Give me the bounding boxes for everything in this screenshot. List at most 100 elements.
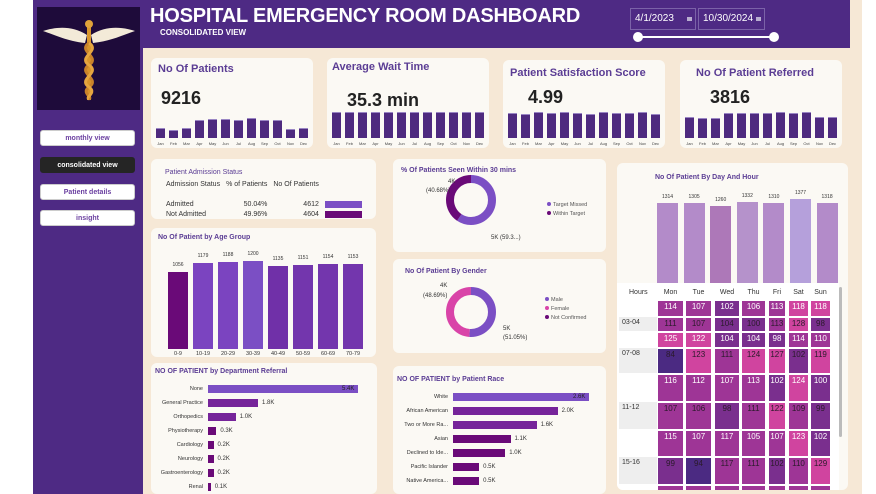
heatmap-cell[interactable]: 104: [714, 317, 740, 332]
heatmap-cell[interactable]: 107: [768, 430, 786, 457]
nav-button-monthly-view[interactable]: monthly view: [40, 130, 135, 146]
sparkline-bar[interactable]: [462, 112, 471, 138]
date-slider-end-handle[interactable]: [769, 32, 779, 42]
day-header[interactable]: Sun: [814, 289, 827, 296]
heatmap-cell[interactable]: 102: [768, 457, 786, 485]
sparkline-bar[interactable]: [436, 112, 445, 138]
bar[interactable]: [453, 435, 511, 443]
start-date-input[interactable]: 4/1/2023: [630, 8, 696, 30]
heatmap-cell[interactable]: 107: [685, 300, 712, 317]
day-header[interactable]: Wed: [719, 289, 735, 296]
sparkline-bar[interactable]: [547, 113, 556, 138]
donut-slice[interactable]: [446, 175, 496, 225]
heatmap-cell[interactable]: 102: [810, 430, 831, 457]
date-slider-track[interactable]: [637, 36, 775, 38]
heatmap-cell[interactable]: 102: [714, 300, 740, 317]
heatmap-cell[interactable]: 127: [768, 348, 786, 374]
bar[interactable]: [208, 413, 236, 421]
bar[interactable]: [208, 427, 217, 435]
heatmap-cell[interactable]: 115: [657, 430, 684, 457]
sparkline-bar[interactable]: [534, 112, 543, 138]
day-header[interactable]: Mon: [663, 289, 678, 296]
heatmap-cell[interactable]: 105: [741, 430, 766, 457]
sparkline-bar[interactable]: [273, 119, 282, 138]
calendar-icon[interactable]: [687, 17, 692, 21]
donut-slice[interactable]: [446, 287, 496, 337]
heatmap-cell[interactable]: 122: [685, 332, 712, 348]
sparkline-bar[interactable]: [737, 112, 746, 138]
heatmap-cell[interactable]: 117: [714, 457, 740, 485]
bar[interactable]: [453, 407, 558, 415]
bar[interactable]: [790, 199, 811, 283]
sparkline-bar[interactable]: [332, 112, 341, 138]
sparkline-bar[interactable]: [698, 118, 707, 138]
sparkline-bar[interactable]: [802, 112, 811, 138]
bar[interactable]: [710, 206, 732, 283]
sparkline-bar[interactable]: [586, 113, 595, 138]
bar[interactable]: [268, 265, 288, 349]
sparkline-bar[interactable]: [651, 113, 660, 138]
heatmap-cell[interactable]: 111: [741, 402, 766, 430]
sparkline-bar[interactable]: [776, 112, 785, 138]
bar[interactable]: [343, 264, 363, 349]
sparkline-bar[interactable]: [763, 112, 772, 138]
heatmap-cell[interactable]: 122: [768, 402, 786, 430]
heatmap-cell[interactable]: 102: [768, 374, 786, 402]
heatmap-cell[interactable]: 107: [714, 374, 740, 402]
bar[interactable]: [453, 421, 537, 429]
sparkline-bar[interactable]: [612, 113, 621, 138]
sparkline-bar[interactable]: [638, 112, 647, 138]
bar[interactable]: [453, 477, 480, 485]
sparkline-bar[interactable]: [182, 128, 191, 138]
sparkline-bar[interactable]: [521, 114, 530, 138]
sparkline-bar[interactable]: [384, 112, 393, 138]
heatmap-cell[interactable]: 99: [657, 457, 684, 485]
heatmap-cell[interactable]: 116: [657, 374, 684, 402]
sparkline-bar[interactable]: [625, 113, 634, 138]
hours-header[interactable]: Hours: [629, 289, 648, 296]
heatmap-cell[interactable]: 104: [714, 332, 740, 348]
heatmap-cell[interactable]: 100: [810, 374, 831, 402]
day-header[interactable]: Tue: [692, 289, 705, 296]
nav-button-patient-details[interactable]: Patient details: [40, 184, 135, 200]
sparkline-bar[interactable]: [221, 118, 230, 138]
bar[interactable]: [243, 261, 263, 349]
sparkline-bar[interactable]: [208, 118, 217, 138]
heatmap-cell[interactable]: 113: [768, 317, 786, 332]
heatmap-cell[interactable]: 110: [788, 457, 809, 485]
bar[interactable]: [453, 463, 480, 471]
column-header[interactable]: Admission Status: [166, 180, 221, 188]
heatmap-cell[interactable]: 113: [768, 300, 786, 317]
sparkline-bar[interactable]: [815, 117, 824, 138]
legend-item[interactable]: Not Confirmed: [545, 315, 586, 321]
column-header[interactable]: No Of Patients: [273, 180, 319, 188]
bar[interactable]: [763, 203, 785, 283]
bar[interactable]: [293, 264, 313, 349]
sparkline-bar[interactable]: [573, 113, 582, 138]
legend-item[interactable]: Female: [545, 306, 586, 312]
heatmap-cell[interactable]: 129: [810, 457, 831, 485]
heatmap-cell[interactable]: [788, 485, 809, 490]
sparkline-bar[interactable]: [358, 112, 367, 138]
sparkline-bar[interactable]: [828, 117, 837, 138]
heatmap-cell[interactable]: 114: [788, 332, 809, 348]
column-header[interactable]: % of Patients: [226, 180, 268, 188]
sparkline-bar[interactable]: [156, 128, 165, 138]
sparkline-bar[interactable]: [247, 118, 256, 138]
heatmap-cell[interactable]: 125: [657, 332, 684, 348]
heatmap-cell[interactable]: 107: [685, 430, 712, 457]
sparkline-bar[interactable]: [449, 112, 458, 138]
heatmap-cell[interactable]: 94: [685, 457, 712, 485]
day-header[interactable]: Sat: [793, 289, 804, 296]
heatmap-cell[interactable]: 123: [685, 348, 712, 374]
bar[interactable]: [657, 202, 678, 283]
bar[interactable]: [208, 483, 211, 491]
heatmap-cell[interactable]: [685, 485, 712, 490]
legend-item[interactable]: Within Target: [547, 211, 587, 217]
bar[interactable]: [453, 449, 506, 457]
sparkline-bar[interactable]: [508, 113, 517, 138]
sparkline-bar[interactable]: [724, 112, 733, 138]
sparkline-bar[interactable]: [423, 112, 432, 138]
bar[interactable]: [208, 441, 214, 449]
bar[interactable]: [453, 393, 589, 401]
